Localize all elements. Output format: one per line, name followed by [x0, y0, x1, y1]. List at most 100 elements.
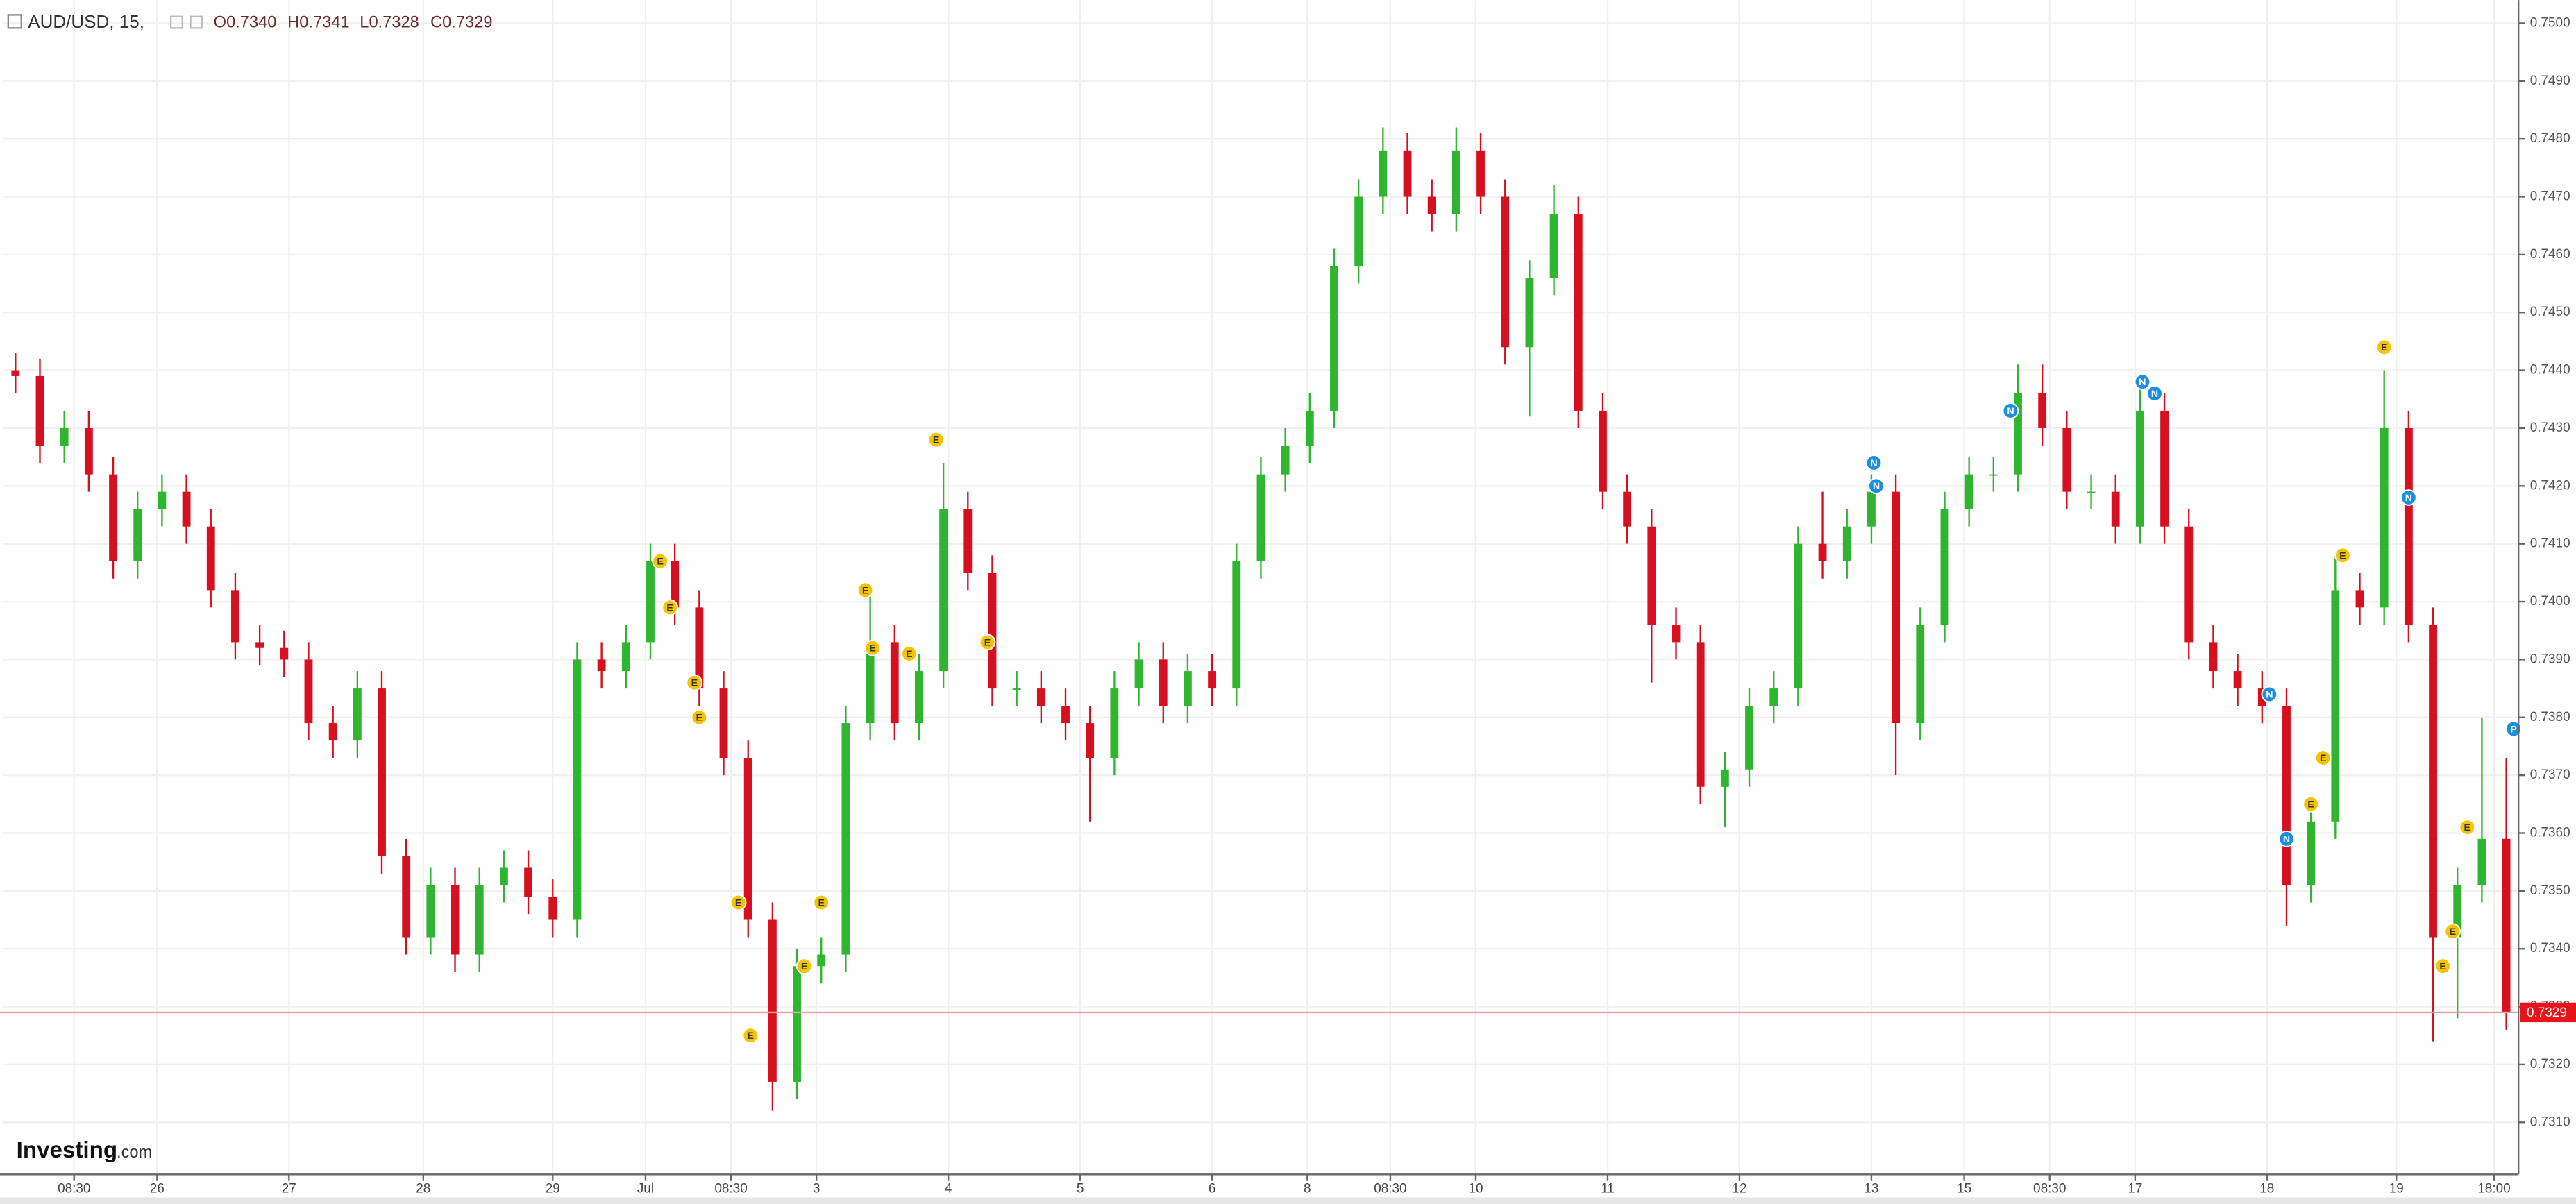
event-marker[interactable]: [2146, 385, 2163, 402]
candle-body: [671, 561, 680, 608]
candle-body: [890, 642, 899, 724]
event-marker[interactable]: [2505, 720, 2522, 738]
candle-body: [1281, 445, 1290, 475]
candle-body: [84, 427, 93, 475]
x-tick-label: 6: [1209, 1182, 1216, 1196]
event-marker[interactable]: [2303, 795, 2319, 813]
candle-body: [2087, 491, 2096, 493]
candle-body: [2184, 526, 2194, 643]
x-tick-label: 12: [1732, 1182, 1746, 1196]
y-tick-label: 0.7500: [2530, 15, 2570, 30]
candle-body: [1134, 659, 1143, 689]
event-label: E: [2320, 753, 2326, 764]
event-marker[interactable]: [2278, 830, 2295, 847]
symbol: AUD/USD, 15,: [28, 11, 144, 32]
x-tick-label: 08:30: [2033, 1182, 2066, 1196]
event-marker[interactable]: [2134, 373, 2151, 391]
candle-body: [621, 642, 630, 672]
candle-body: [1208, 671, 1217, 689]
candle-body: [1672, 625, 1681, 643]
event-marker[interactable]: [730, 894, 747, 911]
candle-body: [1623, 491, 1632, 527]
event-marker[interactable]: [2459, 819, 2476, 836]
candle-body: [2233, 671, 2242, 689]
candle-body: [2307, 821, 2316, 885]
candle-body: [1794, 543, 1803, 689]
event-marker[interactable]: [2400, 489, 2417, 506]
event-marker[interactable]: [691, 709, 708, 726]
event-label: N: [2151, 389, 2158, 400]
last-price-tag: [2520, 1002, 2576, 1023]
event-marker[interactable]: [2434, 958, 2451, 975]
candle-body: [1842, 526, 1851, 561]
candle-body: [2160, 410, 2169, 527]
candle-body: [768, 919, 777, 1082]
candle-body: [1183, 671, 1192, 706]
candle-body: [328, 723, 337, 741]
event-marker[interactable]: [2261, 686, 2278, 703]
settings-icon[interactable]: [169, 15, 183, 29]
event-marker[interactable]: [2375, 339, 2393, 356]
event-label: E: [2439, 961, 2445, 972]
event-marker[interactable]: [2002, 402, 2019, 419]
candle-body: [2355, 590, 2364, 608]
event-marker[interactable]: [2314, 749, 2332, 766]
event-label: N: [1873, 481, 1880, 492]
y-tick-label: 0.7380: [2530, 710, 2570, 724]
event-label: E: [869, 643, 875, 654]
event-marker[interactable]: [813, 894, 830, 911]
event-label: E: [801, 961, 807, 972]
candle-body: [1403, 150, 1412, 197]
hide-icon[interactable]: [190, 15, 203, 29]
candle-body: [1818, 543, 1827, 561]
event-marker[interactable]: [662, 599, 678, 616]
event-marker[interactable]: [901, 645, 918, 662]
event-marker[interactable]: [1865, 455, 1883, 471]
event-label: N: [1870, 458, 1877, 469]
event-marker[interactable]: [1868, 477, 1885, 495]
event-marker[interactable]: [686, 674, 703, 691]
candle-body: [109, 474, 117, 561]
candle-body: [1379, 150, 1388, 197]
candle-body: [1012, 688, 1021, 690]
event-label: E: [747, 1031, 753, 1042]
x-tick-label: 28: [416, 1182, 430, 1196]
event-marker[interactable]: [927, 431, 945, 448]
candle-body: [1769, 688, 1778, 706]
candle-body: [2282, 706, 2291, 885]
event-label: E: [2307, 799, 2314, 811]
candle-body: [1159, 659, 1168, 706]
candle-body: [2404, 427, 2413, 625]
event-label: E: [818, 897, 824, 908]
x-tick-label: 18: [2259, 1182, 2274, 1196]
event-label: E: [933, 435, 939, 446]
event-marker[interactable]: [795, 958, 813, 975]
event-marker[interactable]: [742, 1027, 759, 1044]
y-tick-label: 0.7420: [2530, 478, 2570, 493]
event-marker[interactable]: [857, 582, 874, 599]
candle-body: [1061, 706, 1070, 724]
candle-body: [1476, 150, 1485, 197]
candle-body: [1647, 526, 1656, 625]
event-label: E: [2464, 822, 2470, 833]
candle-body: [2111, 491, 2120, 527]
event-marker[interactable]: [652, 552, 668, 570]
event-marker[interactable]: [864, 639, 881, 656]
y-tick-label: 0.7360: [2530, 825, 2570, 840]
candle-body: [60, 427, 69, 446]
candle-body: [378, 688, 386, 856]
y-tick-label: 0.7370: [2530, 768, 2570, 782]
y-tick-label: 0.7320: [2530, 1057, 2570, 1071]
event-marker[interactable]: [2334, 547, 2351, 564]
candle-body: [11, 370, 20, 376]
event-marker[interactable]: [2444, 923, 2461, 940]
candle-body: [1305, 410, 1314, 446]
candle-body: [2014, 393, 2022, 475]
candle-body: [548, 897, 557, 920]
event-marker[interactable]: [979, 634, 996, 651]
candle-body: [939, 509, 948, 672]
collapse-icon[interactable]: [7, 14, 22, 29]
candle-body: [1427, 196, 1436, 214]
candle-body: [793, 966, 801, 1082]
